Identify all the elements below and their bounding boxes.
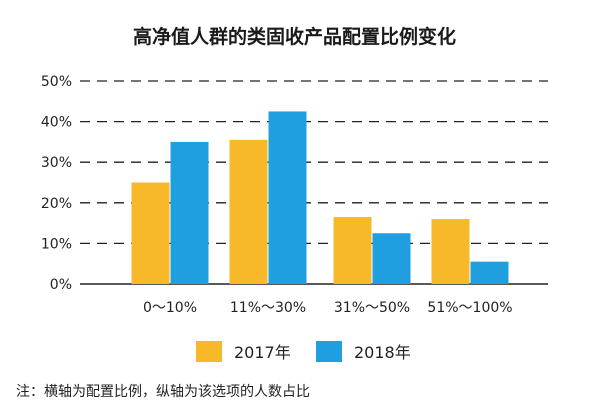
legend-swatch-2018 — [316, 340, 342, 362]
y-tick-label: 40% — [41, 115, 72, 131]
legend-swatch-2017 — [196, 340, 222, 362]
legend-label-2018: 2018年 — [354, 343, 411, 362]
x-tick-label: 51%～100% — [427, 300, 512, 316]
chart-legend: 2017年 2018年 — [0, 339, 589, 363]
bar-2017年-0 — [131, 182, 170, 284]
bar-2018年-3 — [470, 261, 509, 284]
bar-2017年-2 — [333, 217, 372, 284]
x-tick-label: 31%～50% — [334, 300, 410, 316]
bar-2018年-1 — [268, 111, 307, 284]
footnote: 注：横轴为配置比例，纵轴为该选项的人数占比 — [16, 384, 310, 400]
y-tick-label: 50% — [41, 74, 72, 90]
y-tick-label: 10% — [41, 236, 72, 252]
bar-2017年-1 — [229, 139, 268, 284]
bar-2018年-0 — [170, 141, 209, 284]
legend-item-2017: 2017年 — [196, 339, 291, 363]
y-tick-label: 20% — [41, 196, 72, 212]
legend-item-2018: 2018年 — [316, 339, 411, 363]
chart-title: 高净值人群的类固收产品配置比例变化 — [132, 26, 456, 48]
x-tick-label: 11%～30% — [230, 300, 306, 316]
y-tick-label: 30% — [41, 155, 72, 171]
y-tick-label: 0% — [50, 277, 72, 293]
x-tick-label: 0～10% — [143, 300, 197, 316]
bar-2017年-3 — [431, 219, 470, 284]
legend-label-2017: 2017年 — [234, 343, 291, 362]
bar-2018年-2 — [372, 233, 411, 284]
